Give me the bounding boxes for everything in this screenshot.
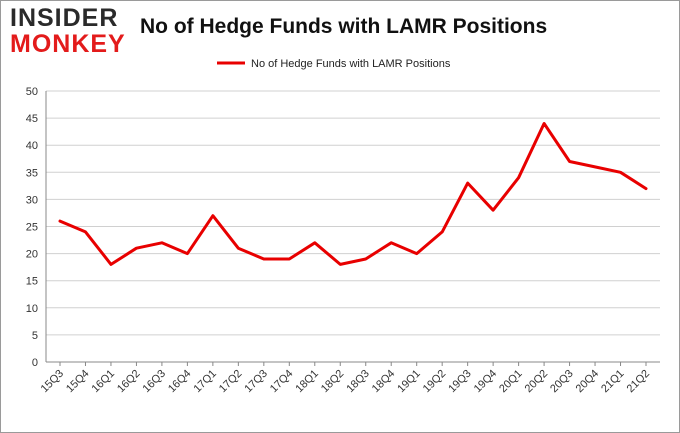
x-tick-label: 17Q1	[191, 368, 219, 396]
legend: No of Hedge Funds with LAMR Positions	[217, 58, 451, 70]
data-point	[568, 160, 571, 163]
y-tick-label: 20	[26, 249, 38, 261]
x-tick-label: 20Q4	[574, 368, 602, 396]
y-tick-label: 10	[26, 303, 38, 315]
data-point	[135, 247, 138, 250]
data-point	[364, 258, 367, 261]
x-tick-label: 17Q2	[217, 368, 245, 396]
x-tick-label: 19Q4	[472, 368, 500, 396]
x-tick-label: 16Q4	[166, 368, 194, 396]
x-tick-label: 18Q4	[370, 368, 398, 396]
data-point	[645, 187, 648, 190]
data-point	[109, 263, 112, 266]
x-tick-label: 15Q4	[64, 368, 92, 396]
x-tick-label: 21Q2	[625, 368, 653, 396]
data-point	[84, 230, 87, 233]
y-tick-label: 35	[26, 167, 38, 179]
x-tick-labels: 15Q315Q416Q116Q216Q316Q417Q117Q217Q317Q4…	[39, 368, 653, 396]
data-point	[543, 122, 546, 125]
x-tick-label: 17Q3	[242, 368, 270, 396]
data-point	[390, 241, 393, 244]
x-tick-label: 18Q3	[344, 368, 372, 396]
x-tick-label: 19Q2	[421, 368, 449, 396]
data-point	[59, 220, 62, 223]
x-tick-label: 18Q1	[293, 368, 321, 396]
data-point	[492, 209, 495, 212]
data-point	[288, 258, 291, 261]
x-tick-label: 19Q3	[446, 368, 474, 396]
x-tick-label: 21Q1	[599, 368, 627, 396]
data-point	[619, 171, 622, 174]
x-tick-label: 20Q3	[548, 368, 576, 396]
x-tick-label: 20Q1	[497, 368, 525, 396]
grid-lines	[46, 90, 660, 363]
x-tick-label: 16Q1	[90, 368, 118, 396]
y-tick-label: 0	[32, 357, 38, 369]
data-point	[466, 182, 469, 185]
data-point	[262, 258, 265, 261]
data-point	[160, 241, 163, 244]
legend-label: No of Hedge Funds with LAMR Positions	[251, 58, 451, 70]
data-point	[211, 214, 214, 217]
data-point	[186, 252, 189, 255]
chart-title: No of Hedge Funds with LAMR Positions	[140, 15, 548, 38]
y-tick-label: 15	[26, 276, 38, 288]
y-tick-label: 5	[32, 330, 38, 342]
data-point	[313, 241, 316, 244]
y-tick-label: 30	[26, 194, 38, 206]
data-point	[594, 165, 597, 168]
x-tick-label: 20Q2	[523, 368, 551, 396]
y-tick-label: 25	[26, 222, 38, 234]
insider-monkey-logo: INSIDER MONKEY	[10, 6, 126, 57]
logo-line-2: MONKEY	[10, 30, 126, 58]
data-point	[339, 263, 342, 266]
y-tick-label: 50	[26, 86, 38, 98]
x-tick-label: 17Q4	[268, 368, 296, 396]
data-point	[517, 176, 520, 179]
x-tick-label: 15Q3	[39, 368, 67, 396]
series-lines	[58, 122, 648, 266]
x-tick-label: 19Q1	[395, 368, 423, 396]
data-point	[441, 230, 444, 233]
x-tick-label: 16Q3	[141, 368, 169, 396]
logo-line-1: INSIDER	[10, 4, 119, 32]
axes	[45, 91, 660, 366]
data-point	[237, 247, 240, 250]
y-tick-label: 40	[26, 140, 38, 152]
x-tick-label: 16Q2	[115, 368, 143, 396]
data-point	[415, 252, 418, 255]
y-tick-labels: 0 5 10 15 20 25 30 35 40 45 50	[26, 86, 38, 369]
series-line-0	[58, 122, 648, 266]
y-tick-label: 45	[26, 113, 38, 125]
x-tick-label: 18Q2	[319, 368, 347, 396]
